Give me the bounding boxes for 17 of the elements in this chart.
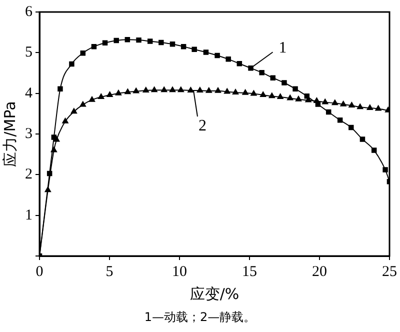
y-tick-label: 3 [25,126,32,142]
x-tick-label: 5 [106,264,114,280]
x-tick-label: 0 [36,264,44,280]
x-tick-label: 20 [312,264,327,280]
x-axis-title: 应变/% [190,284,240,303]
y-tick-label: 5 [25,44,32,61]
y-tick-label: 4 [25,85,33,102]
text: 1—动载；2—静载。 [144,310,256,324]
x-tick-label: 25 [382,264,397,280]
annotation: 2 [198,118,206,135]
y-tick-label: 2 [25,166,32,183]
x-tick-label: 15 [242,264,257,280]
x-tick-label: 10 [172,264,187,280]
y-tick-label: 6 [25,4,33,20]
annotation: 1 [278,39,287,56]
y-axis-title: 应力/MPa [0,101,19,167]
y-tick-label: 1 [25,207,32,224]
